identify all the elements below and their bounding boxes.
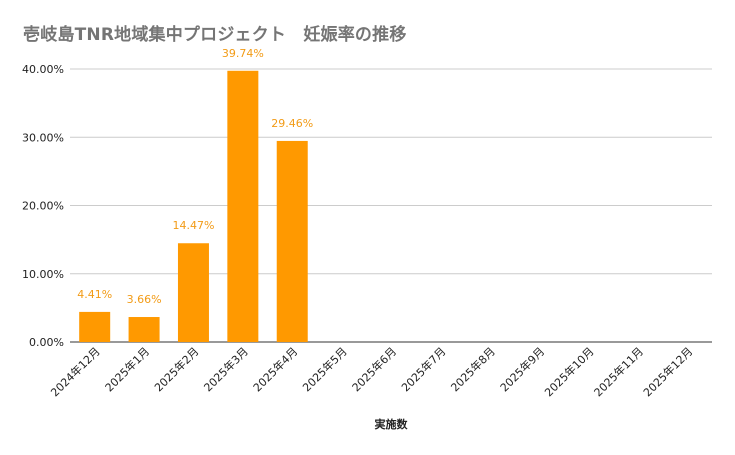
- x-tick-label: 2025年6月: [349, 344, 399, 394]
- x-tick-label: 2025年11月: [591, 344, 646, 399]
- bar: [227, 70, 259, 342]
- data-label: 4.41%: [77, 288, 112, 301]
- y-tick-label: 10.00%: [22, 268, 64, 281]
- x-tick-label: 2024年12月: [48, 344, 103, 399]
- x-tick-label: 2025年12月: [640, 344, 695, 399]
- x-tick-label: 2025年3月: [201, 344, 251, 394]
- bar: [276, 140, 308, 342]
- y-tick-label: 30.00%: [22, 131, 64, 144]
- x-tick-label: 2025年9月: [497, 344, 547, 394]
- chart-title: 壱岐島TNR地域集中プロジェクト 妊娠率の推移: [23, 25, 407, 45]
- y-tick-label: 40.00%: [22, 63, 64, 76]
- x-tick-label: 2025年1月: [102, 344, 152, 394]
- y-tick-label: 0.00%: [29, 336, 64, 349]
- data-label: 3.66%: [127, 293, 162, 306]
- x-tick-label: 2025年2月: [151, 344, 201, 394]
- x-tick-label: 2025年4月: [250, 344, 300, 394]
- x-tick-label: 2025年8月: [448, 344, 498, 394]
- y-tick-label: 20.00%: [22, 200, 64, 213]
- data-label: 39.74%: [222, 47, 264, 60]
- x-axis-title: 実施数: [375, 417, 409, 431]
- data-label: 14.47%: [172, 219, 214, 232]
- x-tick-label: 2025年7月: [398, 344, 448, 394]
- x-tick-label: 2025年5月: [300, 344, 350, 394]
- bar: [79, 311, 111, 342]
- bar: [177, 243, 209, 342]
- data-label: 29.46%: [271, 117, 313, 130]
- x-tick-label: 2025年10月: [542, 344, 597, 399]
- bar: [128, 317, 160, 342]
